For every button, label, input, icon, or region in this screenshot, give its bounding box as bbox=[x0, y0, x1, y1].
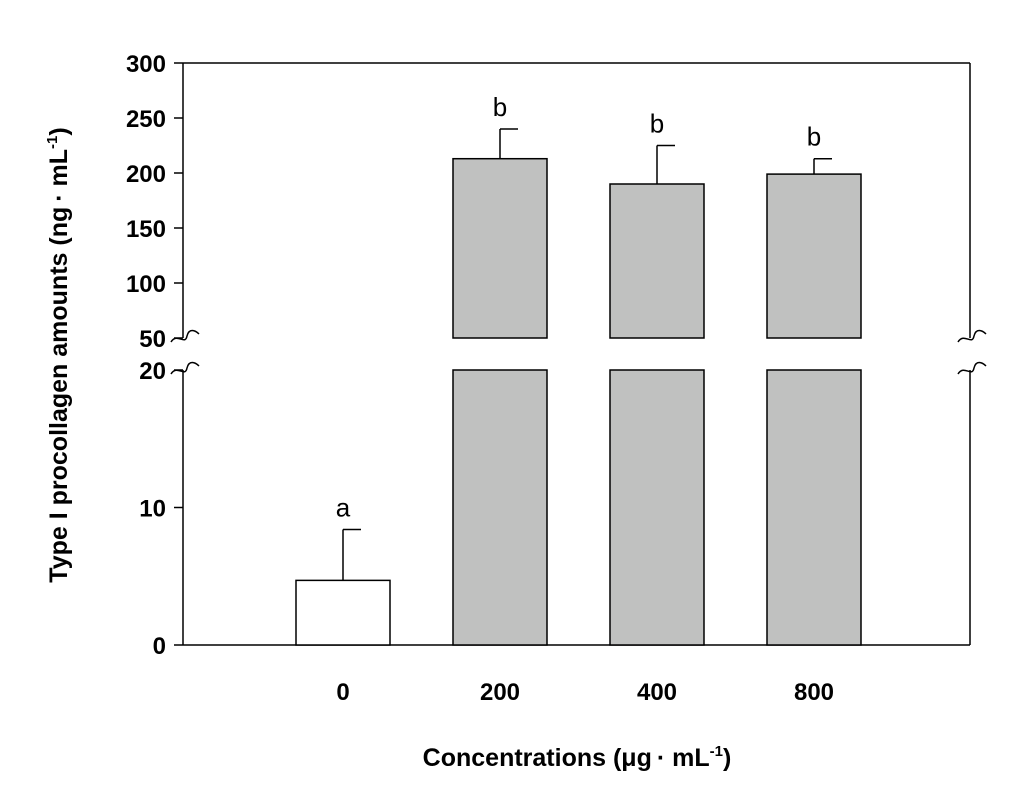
x-tick-label-400: 400 bbox=[637, 679, 677, 706]
bar-200-lower bbox=[452, 369, 548, 646]
y-tick-upper-250-label: 250 bbox=[126, 106, 166, 133]
y-axis-title: Type I procollagen amounts (ng· mL-1) bbox=[44, 127, 73, 582]
bar-800-upper bbox=[766, 173, 862, 339]
y-tick-upper-50-label: 50 bbox=[139, 326, 166, 353]
axis-break-right-upper-icon bbox=[957, 329, 987, 343]
axis-break-left-upper-icon bbox=[170, 329, 200, 343]
y-tick-lower-0-label: 0 bbox=[153, 633, 166, 660]
significance-label-800: b bbox=[807, 122, 821, 152]
bar-800-lower bbox=[766, 369, 862, 646]
y-tick-lower-20-label: 20 bbox=[139, 358, 166, 385]
y-tick-upper-300-label: 300 bbox=[126, 51, 166, 78]
bars-group: a b b b bbox=[295, 92, 862, 646]
bar-400-upper bbox=[609, 183, 705, 339]
x-tick-label-0: 0 bbox=[336, 679, 349, 706]
significance-label-200: b bbox=[493, 92, 507, 122]
y-tick-upper-200-label: 200 bbox=[126, 161, 166, 188]
x-tick-label-200: 200 bbox=[480, 679, 520, 706]
y-tick-lower-10-label: 10 bbox=[139, 496, 166, 523]
axis-break-left-lower-icon bbox=[170, 361, 200, 375]
y-tick-upper-150-label: 150 bbox=[126, 216, 166, 243]
x-tick-label-800: 800 bbox=[794, 679, 834, 706]
y-tick-upper-100-label: 100 bbox=[126, 271, 166, 298]
axis-break-right-lower-icon bbox=[957, 361, 987, 375]
plot-frame bbox=[170, 62, 987, 646]
bar-200-upper bbox=[452, 157, 548, 339]
significance-label-0: a bbox=[336, 493, 351, 523]
significance-label-400: b bbox=[650, 109, 664, 139]
bar-400-lower bbox=[609, 369, 705, 646]
bar-0 bbox=[295, 579, 391, 646]
x-axis-title: Concentrations (μg · mL-1) bbox=[423, 743, 732, 772]
